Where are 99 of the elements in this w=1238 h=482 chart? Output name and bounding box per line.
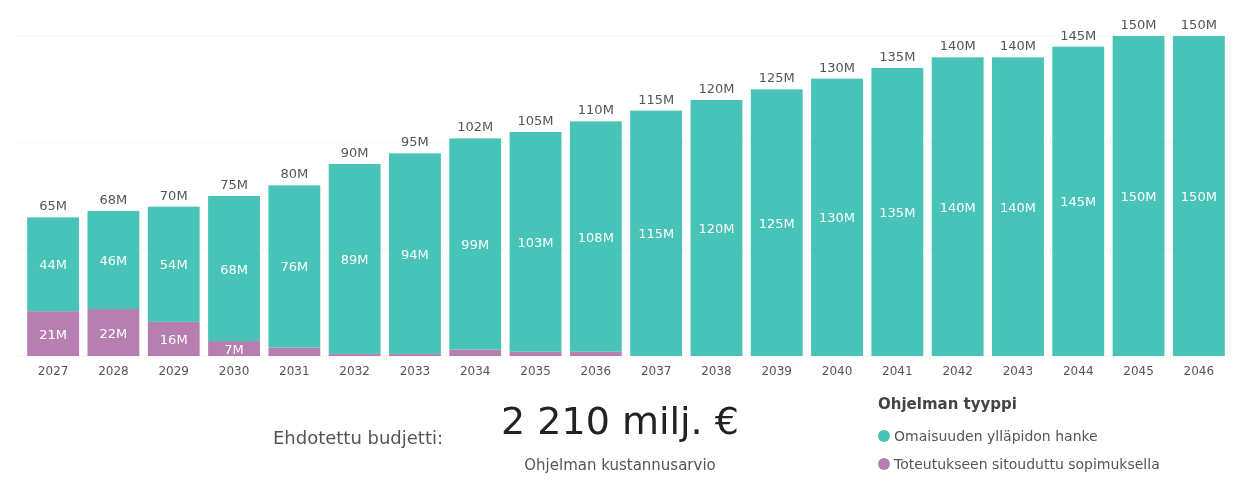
x-tick-label: 2036 <box>580 364 612 378</box>
legend-label: Omaisuuden ylläpidon hanke <box>894 428 1098 444</box>
x-tick-label: 2039 <box>761 364 793 378</box>
x-tick-label: 2038 <box>701 364 732 378</box>
data-label: 94M <box>401 246 429 262</box>
x-tick-label: 2029 <box>158 364 190 378</box>
bar <box>1172 36 1225 356</box>
x-tick-label: 2043 <box>1002 364 1034 378</box>
total-label: 135M <box>879 49 916 64</box>
bar <box>871 68 924 356</box>
x-tick-label: 2028 <box>98 364 129 378</box>
data-label: 89M <box>340 251 369 267</box>
data-label: 150M <box>1180 189 1217 204</box>
x-tick-label: 2034 <box>459 364 491 378</box>
legend-label: Toteutukseen sitouduttu sopimuksella <box>893 456 1160 472</box>
bar <box>449 138 502 350</box>
bar <box>690 100 743 356</box>
bar <box>931 57 984 356</box>
x-tick-label: 2031 <box>279 364 310 378</box>
bar <box>509 132 562 352</box>
data-label: 22M <box>99 325 128 341</box>
data-label: 125M <box>758 215 795 231</box>
bar <box>147 321 200 356</box>
total-label: 75M <box>220 177 248 192</box>
data-label: 99M <box>461 237 490 252</box>
bar <box>1112 36 1165 356</box>
data-label: 135M <box>879 205 916 220</box>
data-label: 150M <box>1120 189 1157 204</box>
total-label: 95M <box>401 134 429 150</box>
bar <box>1052 46 1105 356</box>
bar <box>27 217 80 312</box>
data-label: 140M <box>999 199 1036 215</box>
total-label: 150M <box>1180 17 1217 32</box>
total-label: 68M <box>99 191 128 207</box>
bar <box>750 89 803 356</box>
total-label: 150M <box>1120 17 1157 32</box>
x-tick-label: 2042 <box>942 364 973 378</box>
bar <box>509 351 562 356</box>
legend-title: Ohjelman tyyppi <box>878 395 1017 413</box>
total-label: 130M <box>819 59 856 75</box>
text: Ohjelman kustannusarvio <box>524 456 716 474</box>
bar <box>328 353 381 356</box>
data-label: 21M <box>39 326 68 342</box>
x-tick-label: 2044 <box>1062 364 1094 378</box>
text: Ehdotettu budjetti: <box>272 427 444 448</box>
x-tick-label: 2032 <box>339 364 370 378</box>
x-tick-label: 2037 <box>640 364 672 378</box>
total-label: 102M <box>457 119 494 135</box>
bar <box>147 206 200 322</box>
data-label: 103M <box>517 234 554 250</box>
data-label: 46M <box>99 253 128 268</box>
bar <box>569 121 622 352</box>
data-label: 44M <box>39 257 68 273</box>
total-label: 125M <box>758 70 795 86</box>
bar <box>208 196 260 342</box>
bar <box>87 210 140 310</box>
x-tick-label: 2041 <box>882 364 913 378</box>
bar <box>811 78 863 356</box>
text: 2 210 milj. € <box>501 399 739 443</box>
data-label: 145M <box>1060 194 1097 210</box>
total-label: 120M <box>698 81 735 96</box>
x-tick-label: 2035 <box>520 364 551 378</box>
bar <box>449 349 502 356</box>
x-tick-label: 2033 <box>399 364 431 378</box>
total-label: 105M <box>517 113 554 128</box>
bar <box>328 164 381 354</box>
bar <box>630 110 683 356</box>
total-label: 65M <box>39 198 68 214</box>
bar <box>389 353 441 356</box>
data-label: 120M <box>698 221 735 236</box>
data-label: 108M <box>577 229 614 245</box>
bar <box>87 309 140 356</box>
total-label: 115M <box>638 91 675 107</box>
bar <box>268 347 321 356</box>
total-label: 90M <box>340 145 369 160</box>
total-label: 145M <box>1060 27 1097 43</box>
total-label: 140M <box>939 38 976 54</box>
total-label: 70M <box>159 187 188 203</box>
total-label: 140M <box>999 38 1036 54</box>
x-tick-label: 2030 <box>218 364 250 378</box>
data-label: 7M <box>224 341 244 357</box>
data-label: 115M <box>638 226 675 242</box>
data-label: 140M <box>939 199 976 215</box>
bar <box>992 57 1044 356</box>
bar <box>268 185 321 348</box>
data-label: 68M <box>220 261 248 277</box>
data-label: 54M <box>159 257 188 273</box>
x-tick-label: 2045 <box>1123 364 1154 378</box>
bar <box>389 153 441 354</box>
bar <box>569 351 622 356</box>
bar <box>27 311 80 356</box>
total-label: 80M <box>280 166 309 182</box>
x-tick-label: 2027 <box>37 364 69 378</box>
total-label: 110M <box>577 102 614 118</box>
data-label: 76M <box>280 259 309 275</box>
data-label: 130M <box>819 210 856 226</box>
x-tick-label: 2040 <box>821 364 853 378</box>
data-label: 16M <box>159 331 188 347</box>
x-tick-label: 2046 <box>1183 364 1215 378</box>
